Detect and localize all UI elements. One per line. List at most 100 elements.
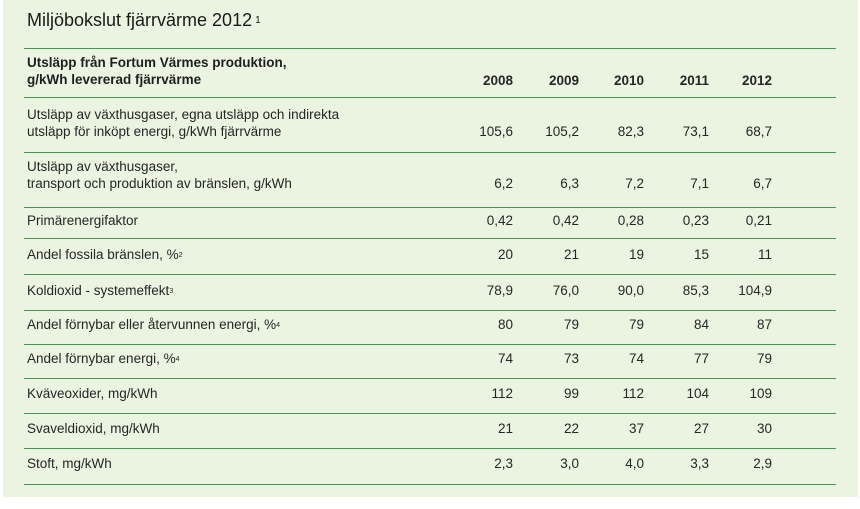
header-rule bbox=[24, 97, 836, 98]
row-label-line1: Koldioxid - systemeffekt3 bbox=[27, 283, 174, 298]
row-label: Kväveoxider, mg/kWh bbox=[27, 385, 158, 402]
cell-2011: 85,3 bbox=[682, 283, 709, 298]
row-divider bbox=[24, 484, 836, 485]
cell-2012: 68,7 bbox=[745, 124, 772, 139]
cell-2011: 15 bbox=[693, 247, 709, 262]
row-divider bbox=[24, 448, 836, 449]
cell-2011: 27 bbox=[693, 421, 709, 436]
cell-2009: 79 bbox=[563, 317, 579, 332]
row-label-line1: Andel fossila bränslen, %2 bbox=[27, 247, 183, 262]
header-label-line1: Utsläpp från Fortum Värmes produktion, bbox=[27, 55, 287, 70]
year-header-2009: 2009 bbox=[548, 73, 579, 88]
footnote-ref: 4 bbox=[276, 322, 281, 329]
cell-2009: 3,0 bbox=[560, 456, 579, 471]
cell-2010: 4,0 bbox=[625, 456, 644, 471]
cell-2012: 30 bbox=[756, 421, 772, 436]
header-label-line2: g/kWh levererad fjärrvärme bbox=[27, 72, 202, 87]
row-label-line1: Primärenergifaktor bbox=[27, 213, 139, 228]
table-header-label: Utsläpp från Fortum Värmes produktion, g… bbox=[27, 54, 287, 88]
cell-2011: 3,3 bbox=[690, 456, 709, 471]
year-header-2011: 2011 bbox=[679, 73, 709, 88]
cell-2011: 77 bbox=[693, 351, 709, 366]
cell-2010: 82,3 bbox=[617, 124, 644, 139]
cell-2008: 6,2 bbox=[494, 176, 513, 191]
year-header-2010: 2010 bbox=[613, 73, 644, 88]
cell-2008: 0,42 bbox=[486, 213, 513, 228]
cell-2009: 0,42 bbox=[552, 213, 579, 228]
row-divider bbox=[24, 413, 836, 414]
row-label-line1: Utsläpp av växthusgaser, egna utsläpp oc… bbox=[27, 107, 340, 122]
cell-2008: 112 bbox=[491, 386, 513, 401]
row-divider bbox=[24, 238, 836, 239]
cell-2009: 99 bbox=[563, 386, 579, 401]
row-label: Andel förnybar energi, %4 bbox=[27, 350, 180, 370]
cell-2008: 105,6 bbox=[479, 124, 513, 139]
row-label-line1: Utsläpp av växthusgaser, bbox=[27, 159, 178, 174]
table-title-text: Miljöbokslut fjärrvärme 2012 bbox=[27, 10, 253, 30]
cell-2012: 109 bbox=[749, 386, 772, 401]
row-divider bbox=[24, 344, 836, 345]
row-label: Primärenergifaktor bbox=[27, 212, 138, 229]
top-rule bbox=[24, 48, 836, 49]
cell-2010: 7,2 bbox=[625, 176, 644, 191]
table-title: Miljöbokslut fjärrvärme 2012 1 bbox=[27, 9, 261, 35]
cell-2008: 80 bbox=[497, 317, 513, 332]
cell-2012: 87 bbox=[756, 317, 772, 332]
row-label-line1: Andel förnybar eller återvunnen energi, … bbox=[27, 317, 281, 332]
cell-2008: 78,9 bbox=[486, 283, 513, 298]
cell-2011: 84 bbox=[693, 317, 709, 332]
footnote-ref: 2 bbox=[178, 252, 183, 259]
cell-2009: 105,2 bbox=[545, 124, 579, 139]
row-label: Andel fossila bränslen, %2 bbox=[27, 246, 183, 266]
cell-2009: 21 bbox=[563, 247, 579, 262]
cell-2008: 20 bbox=[497, 247, 513, 262]
cell-2012: 11 bbox=[757, 247, 772, 262]
cell-2012: 6,7 bbox=[753, 176, 772, 191]
footnote-ref: 3 bbox=[169, 288, 174, 295]
emissions-table-panel: Miljöbokslut fjärrvärme 2012 1 Utsläpp fr… bbox=[3, 0, 858, 497]
row-label: Stoft, mg/kWh bbox=[27, 455, 112, 472]
cell-2010: 79 bbox=[628, 317, 644, 332]
year-header-2008: 2008 bbox=[482, 73, 513, 88]
cell-2011: 7,1 bbox=[690, 176, 709, 191]
year-header-2012: 2012 bbox=[741, 73, 772, 88]
cell-2010: 37 bbox=[628, 421, 644, 436]
cell-2010: 0,28 bbox=[617, 213, 644, 228]
cell-2010: 112 bbox=[622, 386, 644, 401]
row-label-line2: transport och produktion av bränslen, g/… bbox=[27, 176, 292, 191]
row-divider bbox=[24, 207, 836, 208]
cell-2009: 6,3 bbox=[560, 176, 579, 191]
cell-2011: 73,1 bbox=[682, 124, 709, 139]
cell-2010: 19 bbox=[628, 247, 644, 262]
row-label: Koldioxid - systemeffekt3 bbox=[27, 282, 173, 302]
cell-2011: 0,23 bbox=[682, 213, 709, 228]
row-divider bbox=[24, 310, 836, 311]
row-label-line1: Stoft, mg/kWh bbox=[27, 456, 112, 471]
footnote-ref: 4 bbox=[175, 356, 180, 363]
cell-2012: 79 bbox=[756, 351, 772, 366]
row-divider bbox=[24, 378, 836, 379]
cell-2011: 104 bbox=[686, 386, 709, 401]
row-divider bbox=[24, 152, 836, 153]
cell-2012: 104,9 bbox=[738, 283, 772, 298]
title-footnote-ref: 1 bbox=[255, 15, 261, 26]
cell-2012: 2,9 bbox=[753, 456, 772, 471]
cell-2009: 22 bbox=[563, 421, 579, 436]
cell-2009: 73 bbox=[563, 351, 579, 366]
row-label-line1: Kväveoxider, mg/kWh bbox=[27, 386, 158, 401]
cell-2010: 74 bbox=[628, 351, 644, 366]
row-label: Andel förnybar eller återvunnen energi, … bbox=[27, 316, 280, 336]
cell-2009: 76,0 bbox=[552, 283, 579, 298]
row-label: Utsläpp av växthusgaser, egna utsläpp oc… bbox=[27, 106, 339, 140]
row-label-line1: Andel förnybar energi, %4 bbox=[27, 351, 180, 366]
cell-2012: 0,21 bbox=[745, 213, 772, 228]
row-divider bbox=[24, 274, 836, 275]
cell-2010: 90,0 bbox=[617, 283, 644, 298]
cell-2008: 2,3 bbox=[494, 456, 513, 471]
row-label: Svaveldioxid, mg/kWh bbox=[27, 420, 160, 437]
row-label: Utsläpp av växthusgaser, transport och pr… bbox=[27, 158, 292, 192]
cell-2008: 74 bbox=[497, 351, 513, 366]
row-label-line1: Svaveldioxid, mg/kWh bbox=[27, 421, 160, 436]
cell-2008: 21 bbox=[497, 421, 513, 436]
row-label-line2: utsläpp för inköpt energi, g/kWh fjärrvä… bbox=[27, 124, 282, 139]
